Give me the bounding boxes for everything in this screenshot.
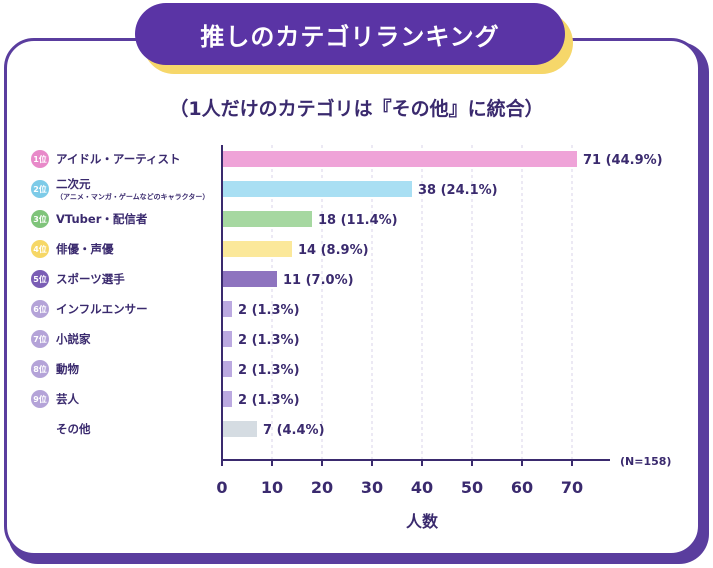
rank-badge (31, 330, 49, 348)
category-label: VTuber・配信者 (56, 212, 148, 226)
rank-badge (31, 390, 49, 408)
rank-badge (31, 360, 49, 378)
data-label: 71 (44.9%) (583, 153, 663, 168)
bar (222, 391, 232, 407)
rank-badge (31, 210, 49, 228)
rank-badge-text: 7位 (33, 334, 47, 344)
bar (222, 211, 312, 227)
tick-label: 50 (461, 478, 483, 497)
tick-label: 30 (361, 478, 383, 497)
category-label: 芸人 (56, 392, 79, 406)
data-label: 2 (1.3%) (238, 333, 300, 348)
tick-label: 40 (411, 478, 433, 497)
bar (222, 361, 232, 377)
rank-badge-text: 9位 (33, 394, 47, 404)
data-label: 14 (8.9%) (298, 243, 369, 258)
tick-label: 10 (261, 478, 283, 497)
rank-badge-text: 6位 (33, 304, 47, 314)
data-label: 2 (1.3%) (238, 393, 300, 408)
tick-label: 70 (561, 478, 583, 497)
category-label: 二次元 (56, 177, 91, 191)
bar (222, 241, 292, 257)
sample-size-note: (N=158) (620, 455, 671, 468)
chart-subtitle: （1人だけのカテゴリは『その他』に統合） (169, 98, 544, 120)
category-label: 俳優・声優 (56, 242, 114, 256)
data-label: 11 (7.0%) (283, 273, 354, 288)
chart-card (4, 38, 701, 556)
x-axis-title: 人数 (406, 512, 439, 531)
rank-badge-text: 2位 (33, 184, 47, 194)
rank-badge (31, 180, 49, 198)
category-label: 動物 (56, 362, 79, 376)
tick-label: 0 (216, 478, 227, 497)
tick-label: 60 (511, 478, 533, 497)
rank-badge-text: 5位 (33, 274, 47, 284)
category-label: その他 (56, 422, 91, 436)
bar (222, 331, 232, 347)
category-label: インフルエンサー (56, 302, 148, 316)
data-label: 18 (11.4%) (318, 213, 398, 228)
chart-title: 推しのカテゴリランキング (135, 3, 565, 65)
data-label: 38 (24.1%) (418, 183, 498, 198)
bar (222, 421, 257, 437)
rank-badge-text: 3位 (33, 214, 47, 224)
rank-badge (31, 240, 49, 258)
data-label: 2 (1.3%) (238, 303, 300, 318)
rank-badge (31, 150, 49, 168)
category-label: 小説家 (55, 332, 91, 346)
category-label: アイドル・アーティスト (56, 152, 181, 166)
bar (222, 181, 412, 197)
tick-label: 20 (311, 478, 333, 497)
bar (222, 151, 577, 167)
bar (222, 271, 277, 287)
rank-badge-text: 1位 (33, 154, 47, 164)
rank-badge-text: 8位 (33, 364, 47, 374)
category-label: スポーツ選手 (56, 272, 125, 286)
bar (222, 301, 232, 317)
category-sublabel: （アニメ・マンガ・ゲームなどのキャラクター） (56, 192, 209, 201)
rank-badge (31, 300, 49, 318)
rank-badge (31, 270, 49, 288)
data-label: 2 (1.3%) (238, 363, 300, 378)
data-label: 7 (4.4%) (263, 423, 325, 438)
rank-badge-text: 4位 (33, 244, 47, 254)
